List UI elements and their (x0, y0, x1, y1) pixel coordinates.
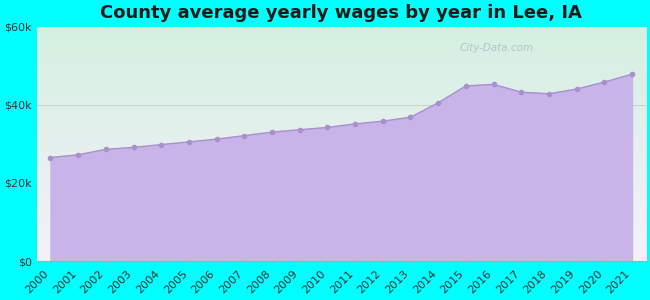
Text: City-Data.com: City-Data.com (460, 43, 534, 53)
Title: County average yearly wages by year in Lee, IA: County average yearly wages by year in L… (100, 4, 582, 22)
